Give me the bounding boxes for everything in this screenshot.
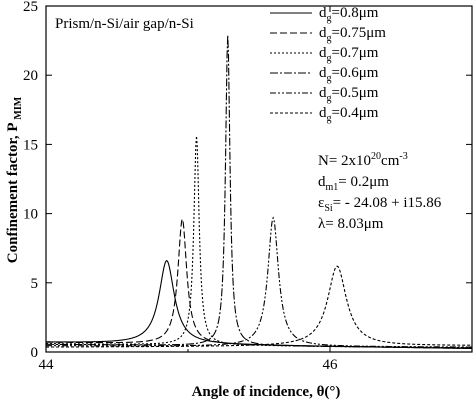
y-tick-label: 0 [31, 345, 39, 361]
legend: dg=0.8μmdg=0.75μmdg=0.7μmdg=0.6μmdg=0.5μ… [270, 5, 386, 124]
y-axis-title-main: Confinement factor, P [5, 123, 21, 264]
plot-lines [45, 35, 473, 350]
y-axis-title-sub: MIM [13, 96, 24, 119]
parameter-line: N= 2x1020cm-3 [318, 151, 408, 169]
legend-label: dg=0.6μm [319, 65, 379, 84]
y-tick-label: 15 [23, 137, 38, 153]
y-tick-label: 10 [23, 207, 38, 223]
x-tick-label: 46 [323, 357, 339, 373]
legend-label: dg=0.8μm [319, 5, 379, 24]
y-tick-label: 20 [23, 68, 38, 84]
series-line-1 [45, 217, 473, 350]
y-axis-title: Confinement factor, P MIM [5, 96, 24, 263]
legend-label: dg=0.75μm [319, 25, 386, 44]
parameters-block: N= 2x1020cm-3 dm1= 0.2μm εSi= - 24.08 + i1… [318, 151, 442, 232]
series-line-2 [45, 136, 473, 349]
legend-label: dg=0.5μm [319, 85, 379, 104]
x-axis-title: Angle of incidence, θ(°) [192, 384, 341, 400]
parameter-line: λ= 8.03μm [318, 216, 384, 232]
legend-label: dg=0.4μm [319, 105, 379, 124]
inplot-title: Prism/n-Si/air gap/n-Si [55, 16, 194, 32]
y-tick-label: 5 [31, 276, 39, 292]
series-line-4 [46, 216, 472, 348]
axis-ticks: 0 5 10 15 20 25 44 46 [23, 0, 473, 373]
parameter-line: εSi= - 24.08 + i15.86 [318, 195, 442, 214]
legend-label: dg=0.7μm [319, 45, 379, 64]
parameter-line: dm1= 0.2μm [318, 174, 389, 193]
series-line-3 [45, 35, 473, 349]
y-tick-label: 25 [23, 0, 38, 15]
plot-frame [45, 5, 473, 353]
x-tick-label: 44 [39, 357, 55, 373]
series-line-5 [46, 265, 472, 348]
series-line-0 [46, 259, 473, 350]
